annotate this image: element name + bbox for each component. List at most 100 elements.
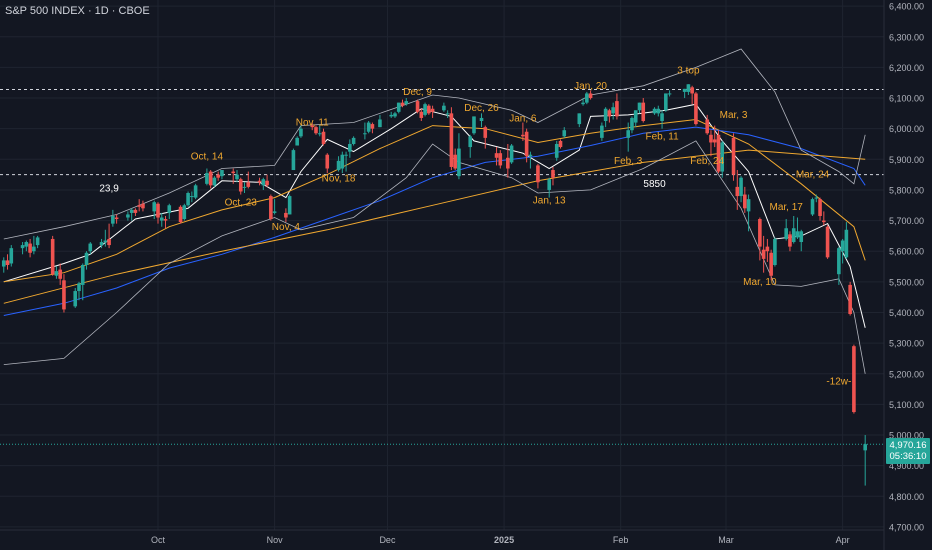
candle-body xyxy=(389,114,394,117)
candle-body xyxy=(521,134,525,137)
candle-body xyxy=(656,108,661,114)
candle-body xyxy=(483,127,488,138)
time-axis[interactable]: Oct Nov Dec 2025 Feb Mar Apr xyxy=(151,535,850,545)
price-axis[interactable]: 6,400.00 6,300.00 6,200.00 6,100.00 6,000.00… xyxy=(889,2,924,533)
candle-body xyxy=(190,196,194,198)
candle-body xyxy=(453,154,457,169)
candle-body xyxy=(536,165,540,183)
candle-body xyxy=(652,108,657,114)
candle-body xyxy=(272,211,277,213)
annotation-label: 23,9 xyxy=(99,183,119,194)
candle-body xyxy=(758,219,762,247)
candle-body xyxy=(366,122,371,132)
candle-body xyxy=(348,143,352,152)
indicator-line xyxy=(3,149,866,304)
candle-body xyxy=(577,113,582,125)
candle-body xyxy=(129,209,134,213)
candle-body xyxy=(840,240,845,252)
candle-body xyxy=(554,143,559,158)
candle-body xyxy=(712,139,717,143)
annotation-label: -12w- xyxy=(826,376,851,387)
candle-body xyxy=(178,206,183,223)
candle-body xyxy=(99,242,104,246)
price-tick-label: 5,800.00 xyxy=(889,185,924,195)
candle-body xyxy=(284,212,288,218)
candle-body xyxy=(551,170,555,178)
candle-body xyxy=(686,84,691,92)
price-tick-label: 6,200.00 xyxy=(889,63,924,73)
candle-body xyxy=(111,215,115,224)
annotation-label: Feb, 24 xyxy=(690,156,724,167)
candle-body xyxy=(468,136,473,148)
candle-body xyxy=(404,101,409,105)
candle-body xyxy=(265,180,269,186)
candle-body xyxy=(314,127,318,134)
candle-body xyxy=(152,202,157,212)
indicator-line xyxy=(3,140,866,374)
annotations: 23,9 Oct, 14 Oct, 23 Nov, 4 Nov, 11 Nov, 18 De… xyxy=(99,66,851,388)
candle-body xyxy=(509,145,514,163)
annotation-label: Dec, 26 xyxy=(464,103,499,114)
candle-body xyxy=(735,186,740,197)
grid xyxy=(0,0,884,530)
candle-body xyxy=(709,134,713,143)
candle-body xyxy=(761,249,766,259)
candle-body xyxy=(205,173,209,184)
candle-body xyxy=(731,137,736,175)
candle-body xyxy=(58,269,62,279)
candle-body xyxy=(62,280,66,310)
candle-body xyxy=(784,228,788,239)
candle-body xyxy=(716,134,721,172)
candle-body xyxy=(20,245,25,249)
price-tick-label: 5,400.00 xyxy=(889,308,924,318)
price-tick-label: 5,500.00 xyxy=(889,277,924,287)
candle-body xyxy=(107,238,111,246)
candle-body xyxy=(445,113,450,115)
candle-body xyxy=(238,179,243,192)
time-tick-label: Feb xyxy=(613,535,629,545)
candle-body xyxy=(1,260,6,267)
candle-body xyxy=(581,102,585,105)
price-tick-label: 6,000.00 xyxy=(889,124,924,134)
candle-body xyxy=(788,234,792,247)
candle-body xyxy=(73,291,78,307)
candle-body xyxy=(321,131,326,144)
candle-body xyxy=(457,148,461,177)
candle-body xyxy=(611,107,615,114)
candle-body xyxy=(449,113,454,167)
candle-body xyxy=(291,150,296,171)
candle-body xyxy=(257,180,262,183)
candle-body xyxy=(419,111,424,118)
candle-body xyxy=(427,105,431,114)
candle-body xyxy=(370,124,375,129)
candle-body xyxy=(80,265,85,285)
candle-body xyxy=(340,154,345,169)
time-tick-label: 2025 xyxy=(494,535,514,545)
candle-body xyxy=(156,203,160,218)
candle-body xyxy=(246,182,251,187)
candle-body xyxy=(822,220,826,223)
candle-body xyxy=(472,116,476,134)
candle-body xyxy=(216,174,220,178)
annotation-label: Oct, 14 xyxy=(191,151,224,162)
candle-body xyxy=(54,271,59,276)
candle-body xyxy=(844,229,849,258)
price-tick-label: 5,000.00 xyxy=(889,431,924,441)
candle-body xyxy=(103,240,108,243)
candle-body xyxy=(524,131,529,157)
candle-body xyxy=(600,125,604,138)
candle-body xyxy=(32,246,36,252)
annotation-label: Oct, 23 xyxy=(225,197,258,208)
candle-body xyxy=(167,205,172,213)
price-tick-label: 5,300.00 xyxy=(889,339,924,349)
annotation-label: Feb, 11 xyxy=(645,131,679,142)
candle-body xyxy=(852,346,856,413)
price-tick-label: 4,800.00 xyxy=(889,492,924,502)
candle-body xyxy=(423,104,427,115)
candle-body xyxy=(114,217,119,220)
candle-body xyxy=(773,238,777,265)
candle-body xyxy=(442,105,446,111)
candle-body xyxy=(837,248,841,275)
